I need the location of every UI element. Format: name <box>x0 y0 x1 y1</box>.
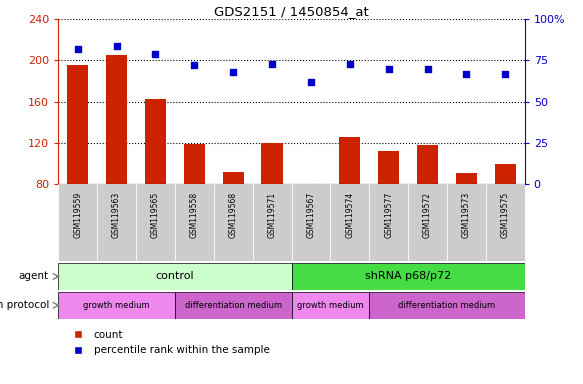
Text: GSM119574: GSM119574 <box>345 192 354 238</box>
Text: control: control <box>156 271 194 281</box>
Text: GSM119559: GSM119559 <box>73 192 82 238</box>
Text: growth medium: growth medium <box>297 301 364 310</box>
Text: GSM119565: GSM119565 <box>151 192 160 238</box>
Bar <box>339 137 360 184</box>
Text: GSM119572: GSM119572 <box>423 192 432 238</box>
Point <box>268 61 277 67</box>
Bar <box>145 99 166 184</box>
Point <box>384 66 394 72</box>
Bar <box>292 184 331 261</box>
Bar <box>58 292 175 319</box>
Point <box>345 61 354 67</box>
Text: growth protocol: growth protocol <box>0 300 49 310</box>
Bar <box>378 151 399 184</box>
Bar <box>292 263 525 290</box>
Point <box>462 71 471 77</box>
Bar <box>494 164 516 184</box>
Bar <box>417 145 438 184</box>
Bar <box>369 184 408 261</box>
Text: GSM119567: GSM119567 <box>307 192 315 238</box>
Text: GSM119558: GSM119558 <box>190 192 199 238</box>
Bar <box>456 173 477 184</box>
Text: growth medium: growth medium <box>83 301 150 310</box>
Text: GSM119571: GSM119571 <box>268 192 276 238</box>
Bar <box>223 172 244 184</box>
Point <box>73 46 82 52</box>
Point <box>501 71 510 77</box>
Bar <box>214 184 252 261</box>
Text: GSM119573: GSM119573 <box>462 192 471 238</box>
Bar <box>252 184 292 261</box>
Point <box>423 66 432 72</box>
Text: agent: agent <box>19 271 49 281</box>
Text: differentiation medium: differentiation medium <box>398 301 496 310</box>
Text: GSM119568: GSM119568 <box>229 192 238 238</box>
Point <box>189 62 199 68</box>
Bar <box>331 184 369 261</box>
Bar <box>97 184 136 261</box>
Bar <box>106 55 127 184</box>
Bar <box>447 184 486 261</box>
Point <box>112 43 121 49</box>
Bar <box>486 184 525 261</box>
Bar <box>67 65 89 184</box>
Bar <box>58 184 97 261</box>
Bar <box>261 143 283 184</box>
Point <box>306 79 315 85</box>
Point <box>151 51 160 57</box>
Legend: count, percentile rank within the sample: count, percentile rank within the sample <box>64 326 274 359</box>
Bar <box>184 144 205 184</box>
Bar <box>408 184 447 261</box>
Point <box>229 69 238 75</box>
Bar <box>369 292 525 319</box>
Bar <box>136 184 175 261</box>
Bar <box>175 292 292 319</box>
Bar <box>175 184 214 261</box>
Bar <box>58 263 292 290</box>
Bar <box>292 292 369 319</box>
Text: GSM119563: GSM119563 <box>112 192 121 238</box>
Text: GSM119577: GSM119577 <box>384 192 393 238</box>
Text: differentiation medium: differentiation medium <box>185 301 282 310</box>
Title: GDS2151 / 1450854_at: GDS2151 / 1450854_at <box>214 5 369 18</box>
Text: shRNA p68/p72: shRNA p68/p72 <box>365 271 451 281</box>
Text: GSM119575: GSM119575 <box>501 192 510 238</box>
